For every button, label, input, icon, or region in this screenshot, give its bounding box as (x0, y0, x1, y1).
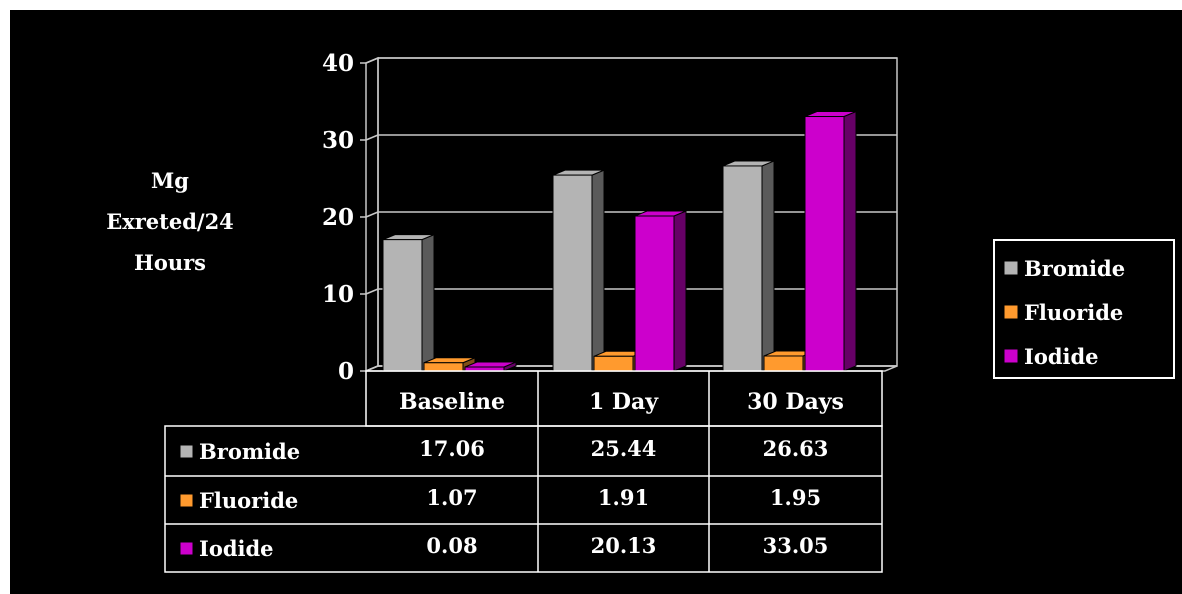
y-axis-label: Mg (151, 168, 189, 193)
bar-side (421, 233, 435, 372)
bar (634, 215, 675, 372)
data-label: 20.13 (591, 533, 657, 558)
legend-swatch (1003, 348, 1019, 364)
gridline-side (365, 365, 379, 372)
table-series-label: Bromide (199, 439, 300, 464)
bar-side (591, 169, 605, 372)
bar (382, 239, 423, 372)
data-label: 17.06 (419, 436, 485, 461)
bar (423, 362, 464, 372)
x-tick-label: 1 Day (589, 389, 659, 415)
gridline-side (365, 134, 379, 141)
bar-side (761, 160, 775, 372)
legend-swatch (1003, 304, 1019, 320)
bar-side (673, 210, 687, 372)
data-label: 0.08 (426, 533, 477, 558)
data-label: 1.91 (598, 485, 649, 510)
bar (763, 355, 804, 372)
bar (722, 165, 763, 372)
table-swatch (179, 444, 194, 459)
data-label: 1.95 (770, 485, 821, 510)
x-tick-label: Baseline (399, 389, 505, 415)
y-tick-label: 20 (322, 204, 354, 231)
data-label: 33.05 (763, 533, 829, 558)
legend-label: Iodide (1024, 344, 1099, 369)
gridline-side (365, 211, 379, 218)
x-tick-label: 30 Days (747, 389, 844, 415)
gridline-side (365, 57, 379, 64)
y-tick-label: 30 (322, 127, 354, 154)
table-series-label: Fluoride (199, 488, 298, 513)
gridline-side (365, 288, 379, 295)
table-series-label: Iodide (199, 536, 274, 561)
legend-label: Bromide (1024, 256, 1125, 281)
y-tick-label: 40 (322, 50, 354, 77)
table-swatch (179, 541, 194, 556)
y-axis-label: Hours (134, 250, 206, 275)
table-swatch (179, 493, 194, 508)
y-tick-label: 0 (338, 358, 354, 385)
y-tick-label: 10 (322, 281, 354, 308)
data-label: 1.07 (426, 485, 477, 510)
bar (593, 355, 634, 372)
bar (552, 174, 593, 372)
bar-side (843, 110, 857, 372)
legend-swatch (1003, 260, 1019, 276)
bar (804, 116, 845, 372)
data-label: 25.44 (591, 436, 657, 461)
y-axis-label: Exreted/24 (106, 209, 234, 234)
legend (993, 239, 1175, 379)
data-label: 26.63 (763, 436, 829, 461)
table-body (164, 425, 883, 573)
legend-label: Fluoride (1024, 300, 1123, 325)
